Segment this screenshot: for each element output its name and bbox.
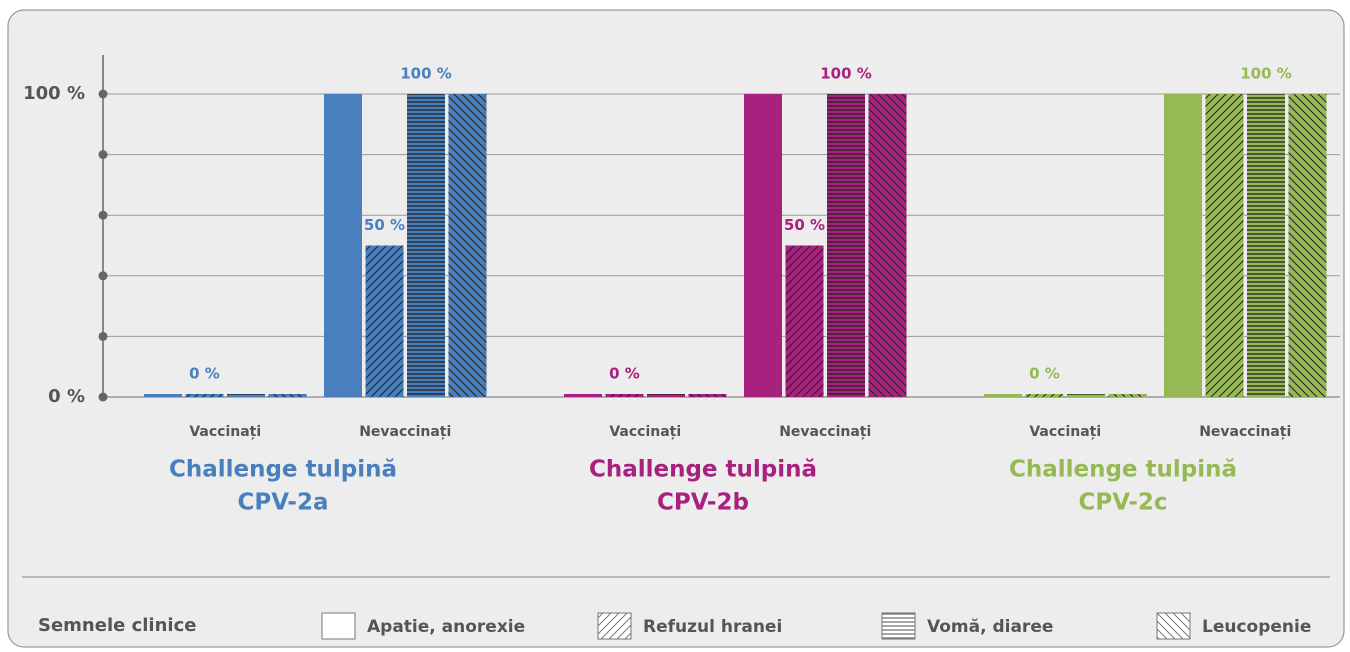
bar (1108, 394, 1147, 397)
bar (984, 394, 1022, 397)
legend-label: Vomă, diaree (927, 617, 1053, 637)
bar (1288, 94, 1327, 397)
bar (185, 394, 224, 397)
bar (605, 394, 644, 397)
bar (827, 94, 865, 397)
legend-swatch (597, 612, 632, 640)
x-tick-label: Vaccinați (189, 424, 261, 440)
bar (1067, 394, 1105, 397)
legend-label: Refuzul hranei (643, 617, 782, 637)
value-label: 0 % (189, 365, 220, 383)
x-tick-label: Nevaccinați (359, 424, 451, 440)
panel-title: Challenge tulpină (589, 457, 817, 483)
x-tick-label: Nevaccinați (1199, 424, 1291, 440)
bar (785, 245, 824, 397)
bar (448, 94, 487, 397)
bar (1025, 394, 1064, 397)
y-tick-label: 100 % (23, 83, 85, 104)
bar (365, 245, 404, 397)
bar (268, 394, 307, 397)
value-label: 0 % (609, 365, 640, 383)
x-tick-label: Nevaccinați (779, 424, 871, 440)
value-label: 100 % (820, 65, 872, 83)
bar (1205, 94, 1244, 397)
legend-swatch (321, 612, 356, 640)
legend-swatch (1156, 612, 1191, 640)
legend-label: Leucopenie (1202, 617, 1311, 637)
panel-strain: CPV-2a (238, 490, 329, 516)
legend-swatch (881, 612, 916, 640)
bar (407, 94, 445, 397)
bar (144, 394, 182, 397)
value-label: 100 % (400, 65, 452, 83)
bar (688, 394, 727, 397)
legend-label: Apatie, anorexie (367, 617, 525, 637)
value-label: 50 % (784, 216, 825, 234)
panel-title: Challenge tulpină (1009, 457, 1237, 483)
bar (647, 394, 685, 397)
x-tick-label: Vaccinați (609, 424, 681, 440)
panel-title: Challenge tulpină (169, 457, 397, 483)
bar (564, 394, 602, 397)
bar (868, 94, 907, 397)
value-label: 50 % (364, 216, 405, 234)
x-tick-label: Vaccinați (1029, 424, 1101, 440)
bar (324, 94, 362, 397)
panel-strain: CPV-2b (657, 490, 749, 516)
y-tick-label: 0 % (48, 386, 85, 407)
panel-strain: CPV-2c (1078, 490, 1167, 516)
legend-title: Semnele clinice (38, 615, 196, 636)
value-label: 0 % (1029, 365, 1060, 383)
bar (1247, 94, 1285, 397)
bar (744, 94, 782, 397)
panel (7, 9, 1345, 648)
bar (227, 394, 265, 397)
value-label: 100 % (1240, 65, 1292, 83)
bar (1164, 94, 1202, 397)
